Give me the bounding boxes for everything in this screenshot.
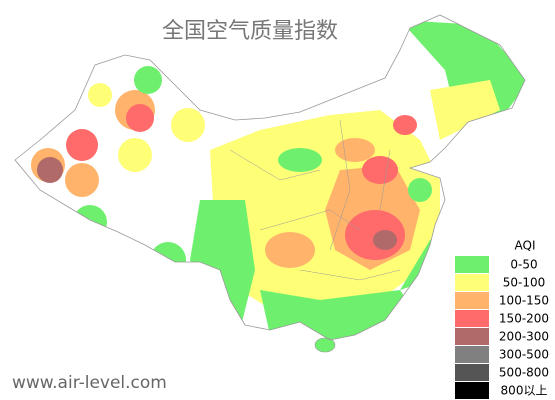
legend-title: AQI xyxy=(515,239,536,253)
legend-label: 150-200 xyxy=(499,312,549,326)
legend-label: 100-150 xyxy=(499,294,549,308)
legend-swatch xyxy=(455,274,489,291)
watermark: www.air-level.com xyxy=(12,373,167,393)
legend-label: 50-100 xyxy=(503,276,546,290)
legend-swatch xyxy=(455,292,489,309)
legend-label: 500-800 xyxy=(499,366,549,380)
legend-swatch xyxy=(455,364,489,381)
legend-label: 200-300 xyxy=(499,330,549,344)
map-title: 全国空气质量指数 xyxy=(162,19,338,44)
legend-swatch xyxy=(455,310,489,327)
legend-swatch xyxy=(455,382,489,399)
legend: AQI 0-50 50-100 100-150 150-200 200-300 300-5… xyxy=(453,234,555,400)
legend-swatch xyxy=(455,346,489,363)
legend-label: 800以上 xyxy=(501,384,548,398)
legend-label: 300-500 xyxy=(499,348,549,362)
legend-label: 0-50 xyxy=(510,258,537,272)
legend-swatch xyxy=(455,256,489,273)
legend-swatch xyxy=(455,328,489,345)
